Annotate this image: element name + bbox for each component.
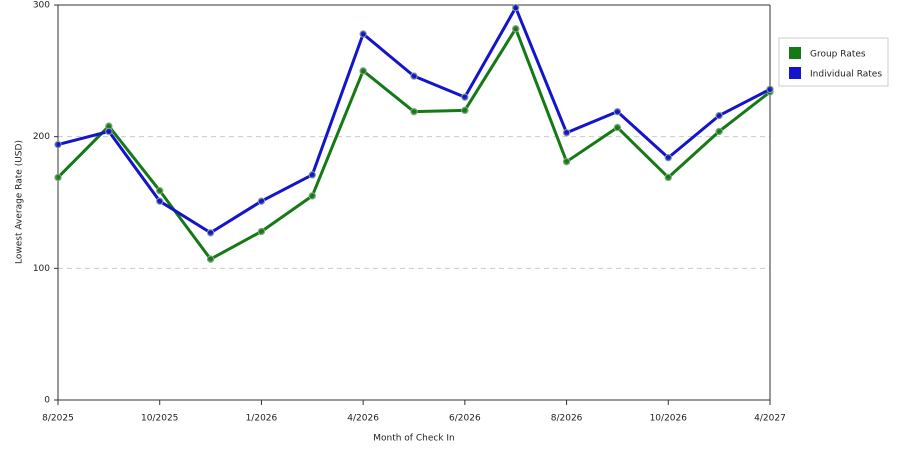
data-point (562, 157, 571, 166)
data-point (410, 72, 418, 80)
legend-swatch (789, 47, 801, 59)
x-tick-label: 8/2025 (42, 414, 74, 424)
data-point (308, 171, 316, 179)
data-point (359, 67, 367, 75)
x-tick-label: 8/2026 (551, 414, 583, 424)
x-axis-label: Month of Check In (373, 434, 455, 444)
data-point (715, 111, 723, 120)
data-point (359, 30, 367, 38)
data-point (512, 3, 520, 12)
legend-swatch (789, 67, 801, 79)
data-point (613, 123, 622, 132)
data-point (54, 173, 62, 182)
y-axis-label: Lowest Average Rate (USD) (15, 140, 25, 264)
data-point (461, 106, 469, 115)
data-point (156, 186, 164, 195)
data-point (105, 127, 113, 136)
legend-label: Individual Rates (810, 70, 882, 80)
data-point (766, 85, 774, 93)
y-tick-label: 100 (33, 264, 50, 274)
data-point (664, 173, 672, 182)
data-point (206, 255, 215, 263)
data-point (512, 25, 520, 33)
data-point (257, 197, 266, 205)
y-tick-label: 0 (44, 396, 50, 406)
data-point (613, 107, 622, 116)
data-point (54, 140, 62, 149)
data-point (206, 229, 215, 237)
x-tick-label: 10/2025 (141, 414, 178, 424)
y-tick-label: 200 (33, 132, 50, 142)
data-point (156, 197, 164, 205)
y-tick-label: 300 (33, 1, 50, 11)
data-point (257, 227, 266, 236)
data-point (410, 107, 418, 116)
data-point (562, 129, 571, 137)
data-point (308, 192, 316, 200)
data-point (664, 154, 672, 162)
data-point (461, 93, 469, 101)
x-tick-label: 1/2026 (246, 414, 278, 424)
x-tick-label: 6/2026 (449, 414, 481, 424)
x-tick-label: 4/2027 (754, 414, 786, 424)
data-point (715, 127, 723, 136)
legend-label: Group Rates (810, 50, 866, 60)
x-tick-label: 10/2026 (650, 414, 688, 424)
x-tick-label: 4/2026 (347, 414, 379, 424)
